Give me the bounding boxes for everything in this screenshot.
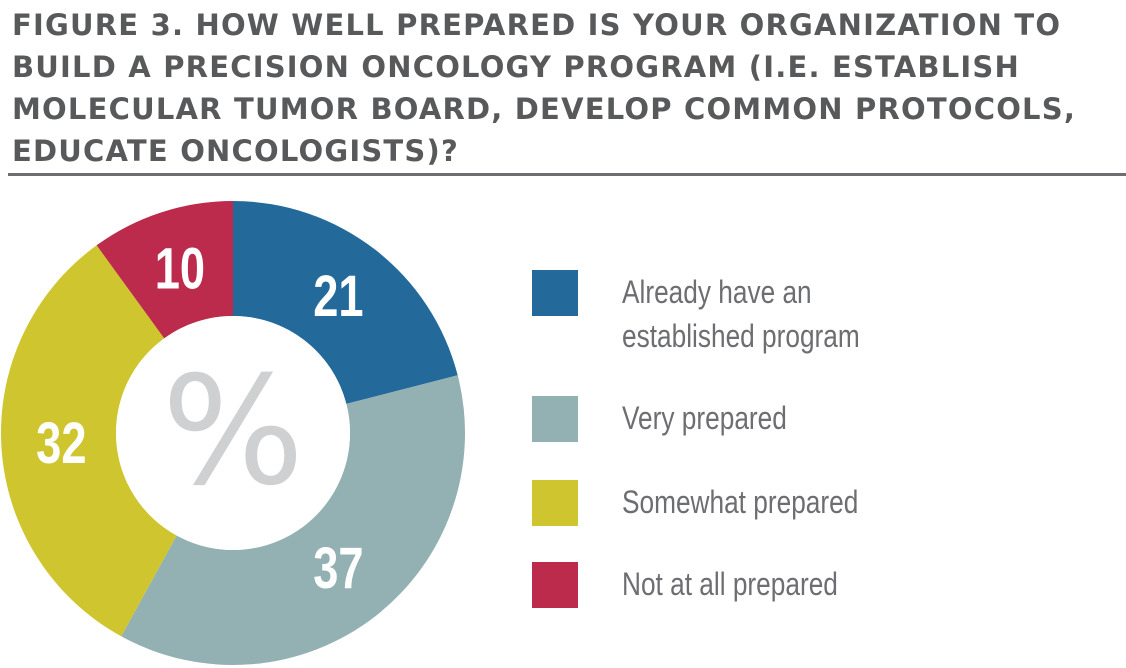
legend-label-1: Very prepared — [622, 400, 787, 436]
donut-slices — [0, 201, 466, 665]
donut-slice-3 — [96, 201, 233, 339]
chart-title: FIGURE 3. HOW WELL PREPARED IS YOUR ORGA… — [12, 8, 1077, 168]
legend-label-3: Not at all prepared — [622, 566, 838, 602]
legend-label-2: Somewhat prepared — [622, 484, 859, 520]
legend-item-3: Not at all prepared — [532, 562, 885, 608]
donut-slice-2 — [0, 245, 177, 637]
center-percent-label: % — [162, 345, 305, 519]
donut-data-label-3: 10 — [155, 237, 205, 302]
donut-slice-1 — [121, 375, 466, 665]
title-divider — [8, 173, 1126, 176]
legend-swatch-0 — [532, 270, 578, 316]
donut-data-labels: 21 37 32 10 — [36, 237, 363, 601]
legend-swatch-3 — [532, 562, 578, 608]
legend-swatch-2 — [532, 480, 578, 526]
donut-slice-0 — [233, 201, 458, 404]
donut-data-label-0: 21 — [313, 265, 363, 330]
donut-data-label-2: 32 — [36, 411, 86, 476]
legend-label-0: Already have an established program — [622, 274, 860, 354]
legend-item-2: Somewhat prepared — [532, 480, 910, 526]
donut-data-label-1: 37 — [313, 537, 363, 602]
legend-item-1: Very prepared — [532, 396, 823, 442]
legend-swatch-1 — [532, 396, 578, 442]
donut-chart: 21 37 32 10 % — [0, 201, 466, 665]
legend-item-0: Already have an established program — [532, 270, 922, 358]
donut-hole — [116, 316, 350, 550]
